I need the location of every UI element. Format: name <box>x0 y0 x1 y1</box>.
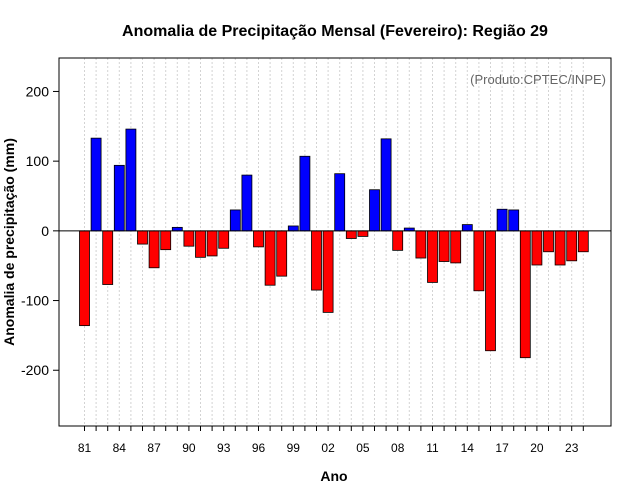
y-tick-label: 100 <box>26 153 50 169</box>
x-tick-label: 11 <box>426 441 439 455</box>
x-tick-label: 99 <box>287 441 301 455</box>
bar-81 <box>79 230 90 327</box>
bar-23 <box>566 230 578 262</box>
bar-94 <box>229 209 241 232</box>
bar-13 <box>450 230 462 264</box>
bar-92 <box>206 230 218 257</box>
bar-89 <box>171 226 183 232</box>
x-tick-label: 02 <box>321 441 335 455</box>
bar-82 <box>90 137 102 232</box>
bar-86 <box>137 230 148 245</box>
plot-frame <box>58 57 612 427</box>
bar-14 <box>461 224 473 232</box>
bar-99 <box>287 225 299 232</box>
x-tick-label: 14 <box>461 441 475 455</box>
x-tick-label: 08 <box>391 441 405 455</box>
bar-06 <box>369 189 380 232</box>
bar-18 <box>508 209 520 232</box>
credit-text: (Produto:CPTEC/INPE) <box>470 72 606 87</box>
bar-03 <box>334 173 346 232</box>
bar-19 <box>519 230 531 359</box>
x-tick-label: 93 <box>217 441 231 455</box>
y-axis-label: Anomalia de precipitação (mm) <box>1 138 17 346</box>
bar-08 <box>392 230 404 251</box>
bar-05 <box>357 230 369 237</box>
x-tick-label: 96 <box>252 441 266 455</box>
bar-04 <box>345 230 357 239</box>
bar-87 <box>148 230 160 269</box>
y-tick-label: -100 <box>21 293 49 309</box>
x-tick-label: 05 <box>356 441 370 455</box>
bar-98 <box>276 230 288 277</box>
bar-02 <box>322 230 334 313</box>
bar-83 <box>102 230 114 285</box>
bar-95 <box>241 174 253 232</box>
x-axis-label: Ano <box>320 468 347 484</box>
y-tick-label: 200 <box>26 83 50 99</box>
bar-88 <box>160 230 172 251</box>
x-tick-label: 81 <box>78 441 92 455</box>
bar-01 <box>311 230 322 291</box>
bar-16 <box>485 230 496 352</box>
bar-22 <box>554 230 566 266</box>
x-tick-label: 90 <box>182 441 196 455</box>
bar-90 <box>183 230 195 247</box>
bar-93 <box>218 230 230 249</box>
y-tick-label: 0 <box>41 223 49 239</box>
y-tick-label: -200 <box>21 362 49 378</box>
x-tick-label: 84 <box>113 441 127 455</box>
bar-17 <box>496 208 508 232</box>
bar-00 <box>299 155 311 232</box>
y-axis: -200 -100 0 100 200 <box>21 83 59 378</box>
bar-96 <box>253 230 264 248</box>
bar-12 <box>438 230 450 262</box>
bar-10 <box>415 230 427 259</box>
x-tick-label: 23 <box>565 441 579 455</box>
bar-21 <box>543 230 554 253</box>
bar-20 <box>531 230 543 266</box>
x-tick-label: 87 <box>147 441 161 455</box>
bar-24 <box>577 230 589 253</box>
bar-91 <box>195 230 206 258</box>
x-axis: 81 84 87 90 93 96 99 02 05 08 11 14 17 20 23 <box>78 426 584 455</box>
bars <box>79 128 589 359</box>
chart-title: Anomalia de Precipitação Mensal (Feverei… <box>122 23 548 40</box>
bar-07 <box>380 138 392 232</box>
bar-15 <box>473 230 485 292</box>
bar-85 <box>125 128 137 232</box>
x-tick-label: 20 <box>530 441 544 455</box>
bar-97 <box>264 230 276 286</box>
x-tick-label: 17 <box>495 441 509 455</box>
bar-11 <box>427 230 438 283</box>
bar-84 <box>113 164 125 232</box>
